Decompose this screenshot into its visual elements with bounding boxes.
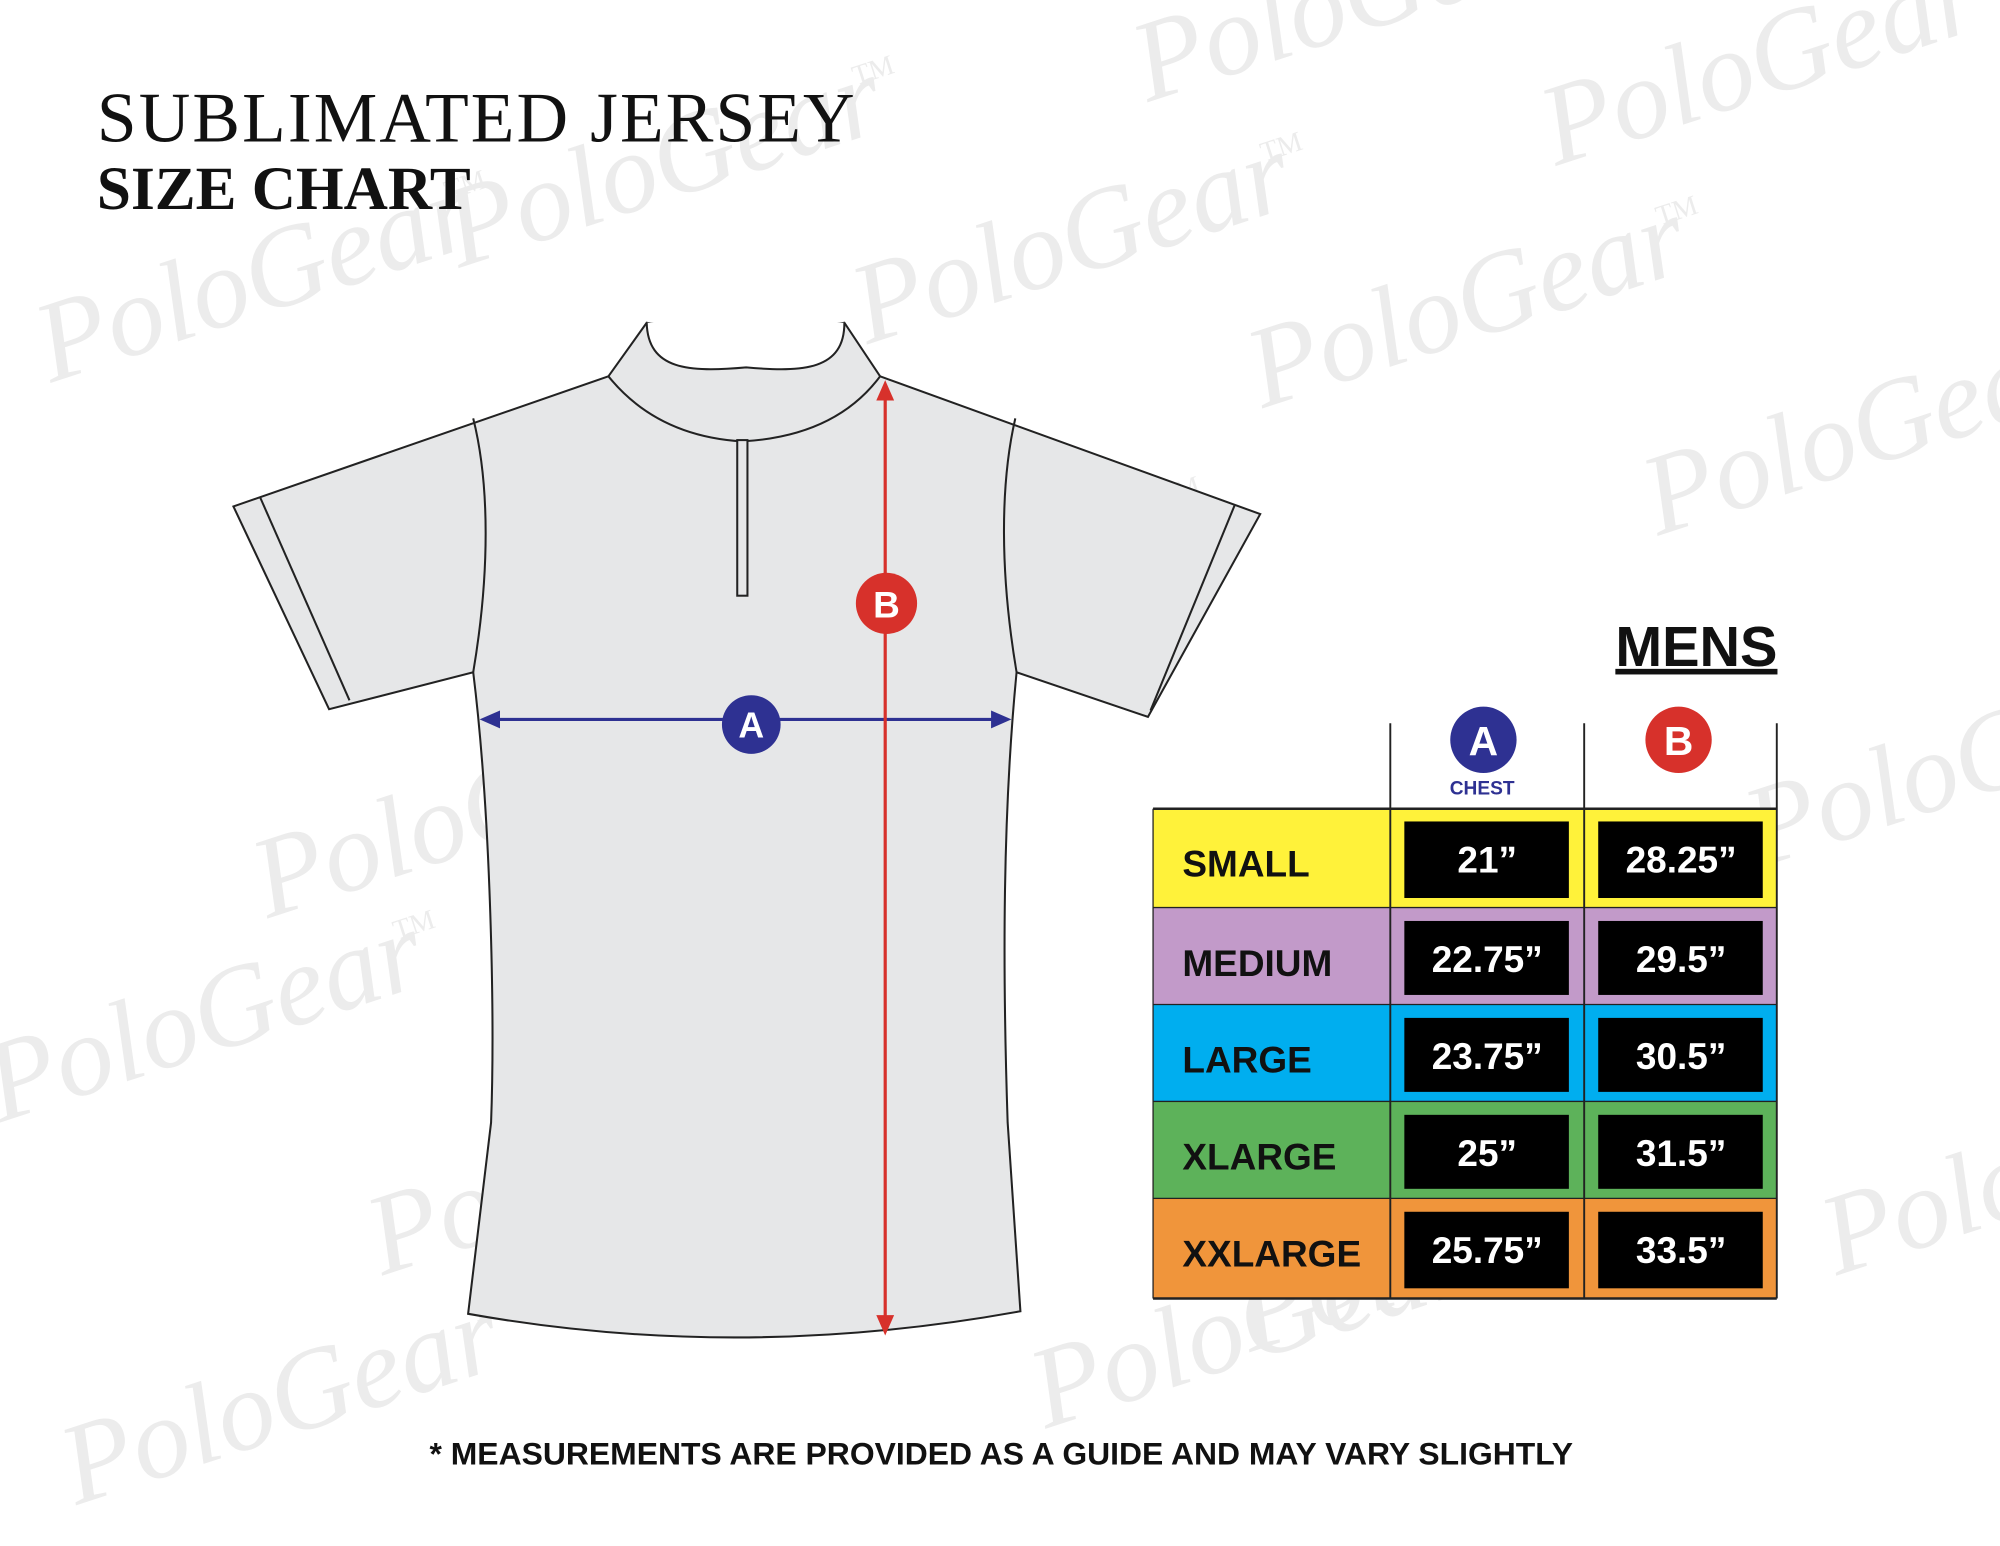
value-box: [1404, 1017, 1569, 1092]
size-label: MEDIUM: [1182, 943, 1332, 984]
column-marker-label: B: [1664, 718, 1693, 764]
value-box: [1598, 1114, 1763, 1189]
sleeve-seam: [1002, 418, 1018, 673]
size-label: XLARGE: [1182, 1137, 1336, 1178]
value: 23.75”: [1432, 1036, 1543, 1077]
value: 30.5”: [1636, 1036, 1726, 1077]
subtitle: SIZE CHART: [97, 155, 471, 223]
marker-circle: [721, 695, 781, 754]
zipper-placket: [736, 439, 749, 597]
watermark-brand: PoloGear: [1115, 0, 1586, 126]
value: 22.75”: [1432, 939, 1543, 980]
watermark-brand: PoloGear: [1230, 171, 1701, 432]
value-box: [1598, 1017, 1763, 1092]
table-heading: MENS: [1615, 615, 1777, 678]
value: 31.5”: [1636, 1133, 1726, 1174]
value-box: [1404, 1211, 1569, 1289]
watermark-brand: PoloGear: [1626, 299, 2000, 560]
marker-circle: [855, 572, 918, 634]
measure-b: B: [855, 380, 918, 1336]
value-box: [1598, 920, 1763, 995]
column-label: CHEST: [1450, 779, 1515, 800]
value: 25.75”: [1432, 1230, 1543, 1271]
value: 33.5”: [1636, 1230, 1726, 1271]
watermark-brand: PoloGear: [835, 107, 1306, 368]
watermark-brand: PoloGear: [44, 1268, 515, 1529]
size-table: SMALL 21” 28.25” MEDIUM 22.75” 29.5” LARGE 23.7…: [1152, 723, 1778, 1300]
marker-label: B: [873, 584, 900, 625]
value-box: [1404, 1114, 1569, 1189]
watermark-brand: PoloGear: [1524, 0, 1995, 190]
cuff: [259, 497, 351, 701]
size-label: SMALL: [1182, 843, 1309, 884]
column-marker-label: A: [1469, 718, 1498, 764]
value-box: [1598, 1211, 1763, 1289]
sleeve-seam: [472, 418, 487, 673]
value-box: [1404, 821, 1569, 898]
size-label: LARGE: [1182, 1040, 1311, 1081]
footer-note: * MEASUREMENTS ARE PROVIDED AS A GUIDE A…: [430, 1435, 1574, 1471]
measure-a: A: [479, 695, 1012, 754]
value: 28.25”: [1626, 839, 1737, 880]
value-box: [1598, 821, 1763, 898]
watermark-brand: PoloGear: [1804, 1039, 2000, 1300]
value-box: [1404, 920, 1569, 995]
jersey: [232, 321, 1262, 1339]
title: SUBLIMATED JERSEY: [97, 79, 855, 158]
cuff: [1149, 504, 1236, 711]
column-marker: [1645, 706, 1712, 773]
size-label: XXLARGE: [1182, 1234, 1361, 1275]
value: 25”: [1457, 1133, 1517, 1174]
watermark-brand: PoloGear: [0, 885, 439, 1146]
marker-label: A: [738, 705, 764, 745]
column-marker: [1450, 706, 1517, 773]
neck-back: [645, 322, 846, 371]
value: 29.5”: [1636, 939, 1726, 980]
value: 21”: [1457, 839, 1517, 880]
watermark-brand: PoloGear: [427, 31, 898, 292]
